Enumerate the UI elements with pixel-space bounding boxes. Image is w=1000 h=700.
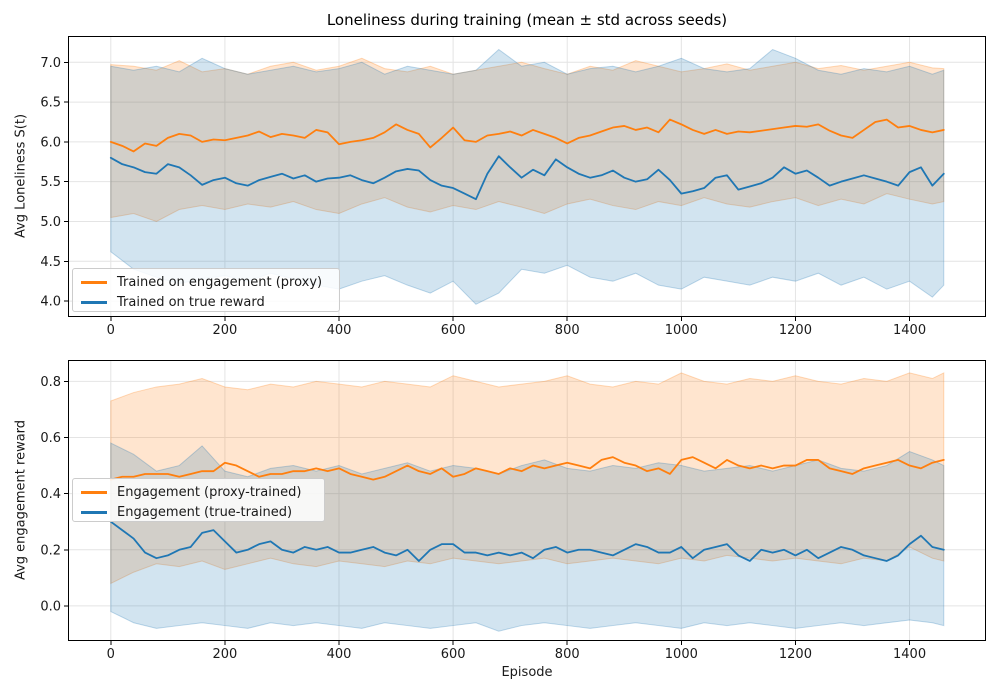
y-axis-label-bottom: Avg engagement reward — [13, 419, 29, 581]
mean-line-true — [109, 520, 945, 562]
y-axis-label-top: Avg Loneliness S(t) — [13, 113, 29, 239]
y-tick-label: 7.0 — [40, 56, 61, 71]
y-tick-label: 4.5 — [40, 255, 61, 270]
x-tick-label: 1400 — [893, 323, 926, 338]
std-band-proxy — [110, 372, 945, 585]
legend-label-true: Trained on true reward — [117, 295, 265, 310]
x-tick-label: 800 — [555, 323, 580, 338]
x-tick-label: 1200 — [779, 323, 812, 338]
x-tick-label: 400 — [327, 647, 352, 662]
x-tick-label: 1200 — [779, 647, 812, 662]
y-tick-label: 5.5 — [40, 175, 61, 190]
y-tick-label: 4.0 — [40, 295, 61, 310]
y-tick-label: 0.8 — [40, 375, 61, 390]
y-tick-label: 0.0 — [40, 599, 61, 614]
ticks: 0 200 400 600 800 1000 1200 1400 4.0 4.5 5.0 5.5 6.0… — [40, 56, 926, 338]
mean-line-proxy — [109, 456, 945, 481]
legend-line-sample-true — [81, 511, 107, 514]
y-tick-label: 0.2 — [40, 543, 61, 558]
ticks: 0 200 400 600 800 1000 1200 1400 0.0 0.2 0.4 0.6 0.8 — [40, 375, 926, 662]
axes-spines — [68, 360, 986, 641]
std-band-true — [110, 48, 945, 305]
y-tick-label: 6.5 — [40, 96, 61, 111]
y-tick-label: 0.6 — [40, 431, 61, 446]
legend-label-true: Engagement (true-trained) — [117, 505, 293, 520]
mean-line-proxy — [109, 118, 945, 153]
legend-entry-true: Trained on true reward — [81, 296, 328, 309]
x-axis-label: Episode — [501, 665, 553, 680]
y-tick-label: 5.0 — [40, 215, 61, 230]
x-tick-label: 600 — [441, 323, 466, 338]
mean-line-true — [109, 155, 945, 201]
legend-top: Trained on engagement (proxy) Trained on… — [72, 268, 340, 312]
legend-entry-true: Engagement (true-trained) — [81, 506, 313, 519]
y-tick-label: 6.0 — [40, 135, 61, 150]
legend-bottom: Engagement (proxy-trained) Engagement (t… — [72, 478, 325, 522]
x-tick-label: 800 — [555, 647, 580, 662]
x-tick-label: 1000 — [665, 647, 698, 662]
legend-line-sample-proxy — [81, 281, 107, 284]
legend-line-sample-true — [81, 301, 107, 304]
x-tick-label: 0 — [107, 323, 115, 338]
x-tick-label: 200 — [212, 323, 237, 338]
y-tick-label: 0.4 — [40, 487, 61, 502]
legend-line-sample-proxy — [81, 491, 107, 494]
axes-spines — [68, 36, 986, 317]
gridlines — [68, 36, 986, 317]
subplot-0: 0 200 400 600 800 1000 1200 1400 4.0 4.5 5.0 5.5 6.0… — [40, 36, 986, 338]
x-tick-label: 600 — [441, 647, 466, 662]
legend-label-proxy: Engagement (proxy-trained) — [117, 485, 302, 500]
x-tick-label: 1000 — [665, 323, 698, 338]
legend-label-proxy: Trained on engagement (proxy) — [117, 275, 323, 290]
x-tick-label: 0 — [107, 647, 115, 662]
x-tick-label: 1400 — [893, 647, 926, 662]
x-tick-label: 200 — [212, 647, 237, 662]
x-tick-label: 400 — [327, 323, 352, 338]
chart-title: Loneliness during training (mean ± std a… — [326, 11, 728, 29]
legend-entry-proxy: Engagement (proxy-trained) — [81, 486, 313, 499]
legend-entry-proxy: Trained on engagement (proxy) — [81, 276, 328, 289]
